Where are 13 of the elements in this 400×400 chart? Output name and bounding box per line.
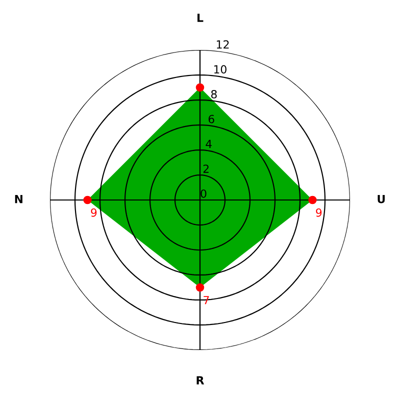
y-tick-label: 6	[208, 114, 214, 124]
spoke-label: L	[197, 14, 204, 22]
data-label: 9	[316, 208, 322, 217]
y-tick-label: 12	[216, 40, 229, 49]
data-label: 9	[90, 208, 97, 217]
y-tick-label: 4	[206, 140, 212, 148]
y-tick-label: 10	[214, 65, 226, 74]
y-tick-label: 0	[200, 189, 206, 198]
y-tick-label: 8	[211, 90, 217, 98]
spoke-label: R	[196, 376, 204, 384]
y-tick-label: 2	[203, 164, 209, 173]
spoke-label: N	[15, 194, 22, 204]
spoke-label: U	[378, 194, 385, 204]
